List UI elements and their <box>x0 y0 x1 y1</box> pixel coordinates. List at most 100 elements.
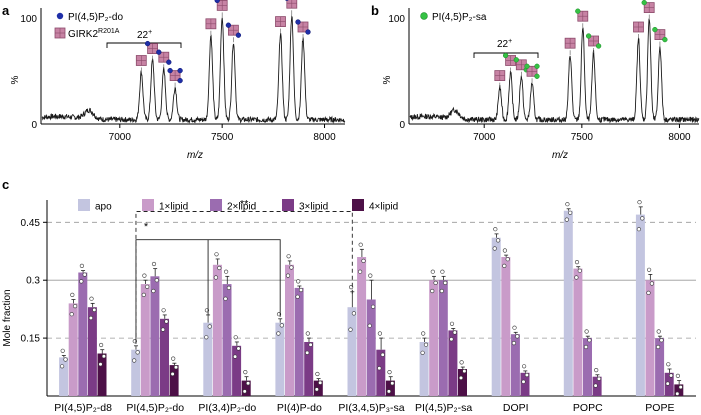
replicate-point <box>295 294 300 299</box>
panel-b-legend-dot-icon <box>420 12 428 20</box>
replicate-point <box>439 288 444 294</box>
replicate-point <box>678 385 683 390</box>
replicate-point <box>79 279 84 284</box>
bar <box>232 345 242 396</box>
panel-a-label: a <box>2 3 10 18</box>
panel-c-significance: *** <box>135 199 353 344</box>
replicate-point <box>207 324 212 329</box>
replicate-point <box>63 357 68 362</box>
replicate-point <box>358 269 363 274</box>
replicate-point <box>524 372 530 378</box>
legend-swatch <box>142 199 154 211</box>
replicate-point <box>596 376 602 381</box>
panel-b-xlabel: m/z <box>552 150 568 161</box>
panel-a-peak-icons <box>135 0 311 88</box>
bar <box>140 284 150 396</box>
bar <box>385 380 395 396</box>
panel-b-label: b <box>371 3 379 18</box>
replicate-point <box>98 342 104 348</box>
panel-b-charge-label: 22+ <box>497 38 512 50</box>
replicate-point <box>160 327 166 332</box>
bar <box>131 349 141 396</box>
bar <box>458 369 467 396</box>
replicate-point <box>496 238 501 243</box>
replicate-point <box>492 246 497 251</box>
replicate-point <box>164 319 169 324</box>
replicate-point <box>433 280 438 286</box>
bar <box>203 322 213 396</box>
replicate-point <box>521 379 526 384</box>
replicate-point <box>443 280 448 286</box>
replicate-point <box>289 265 294 270</box>
panel-a-charge-label: 22+ <box>137 29 152 41</box>
bar <box>169 365 179 396</box>
xtick-label: 7500 <box>211 132 234 143</box>
bound-lipid-dot <box>513 57 519 63</box>
replicate-point <box>101 354 106 359</box>
replicate-point <box>655 344 661 350</box>
panel-b-peak-icons <box>494 0 668 88</box>
bar <box>583 338 592 396</box>
bar <box>501 257 511 396</box>
replicate-point <box>141 292 146 298</box>
replicate-point <box>151 261 157 267</box>
replicate-point <box>79 263 84 269</box>
replicate-point <box>459 360 464 365</box>
replicate-point <box>367 323 372 328</box>
replicate-point <box>286 254 291 259</box>
panel-b-xticks: 7000 7500 8000 <box>473 124 691 143</box>
replicate-point <box>72 304 78 309</box>
replicate-point <box>351 311 357 316</box>
xtick-label: 8000 <box>313 132 336 143</box>
bar <box>304 342 314 396</box>
category-label: PI(3,4)P₂-do <box>198 402 256 414</box>
replicate-point <box>593 383 598 388</box>
panel-c-category-labels: PI(4,5)P₂-d8 PI(4,5)P₂-do PI(3,4)P₂-do PI(4… <box>54 402 674 414</box>
peak-protein-icon <box>284 0 298 9</box>
replicate-point <box>637 200 642 205</box>
xtick-label: 7500 <box>571 132 594 143</box>
replicate-point <box>421 331 426 336</box>
replicate-point <box>371 304 376 309</box>
bar <box>419 342 429 396</box>
peak-protein-icon <box>641 0 655 13</box>
replicate-point <box>458 375 464 381</box>
replicate-point <box>305 331 310 336</box>
replicate-point <box>154 278 159 283</box>
peak-protein-icon <box>575 8 589 22</box>
replicate-point <box>92 307 97 313</box>
bar <box>573 268 583 396</box>
category-label: PI(4,5)P₂-d8 <box>54 402 112 414</box>
replicate-point <box>512 325 517 330</box>
bar <box>347 307 357 396</box>
replicate-point <box>132 358 137 363</box>
category-label: PI(4,5)P₂-sa <box>415 402 472 414</box>
replicate-point <box>656 329 661 334</box>
replicate-point <box>387 370 392 375</box>
panel-a: a % 100 0 7000 7500 8000 m/z PI(4,5)P₂-do … <box>2 0 346 161</box>
replicate-point <box>659 338 664 343</box>
xtick-label: 7000 <box>473 132 496 143</box>
legend-label: 4×lipid <box>369 202 398 213</box>
peak-protein-icon <box>564 37 576 49</box>
replicate-point <box>173 365 179 370</box>
replicate-point <box>233 354 238 359</box>
replicate-point <box>577 268 582 273</box>
replicate-point <box>636 227 642 232</box>
peak-protein-icon <box>524 63 540 79</box>
bar <box>87 307 97 396</box>
bound-lipid-dot <box>641 0 647 6</box>
replicate-point <box>246 381 251 386</box>
replicate-point <box>430 269 435 274</box>
replicate-point <box>420 350 425 355</box>
replicate-point <box>646 267 652 272</box>
legend-label: apo <box>95 202 112 213</box>
peak-protein-icon <box>295 19 311 35</box>
bar <box>655 338 665 396</box>
replicate-point <box>594 368 599 373</box>
replicate-point <box>390 381 395 386</box>
replicate-point <box>135 350 140 355</box>
replicate-point <box>223 296 228 301</box>
replicate-point <box>502 248 508 253</box>
replicate-point <box>358 242 363 247</box>
